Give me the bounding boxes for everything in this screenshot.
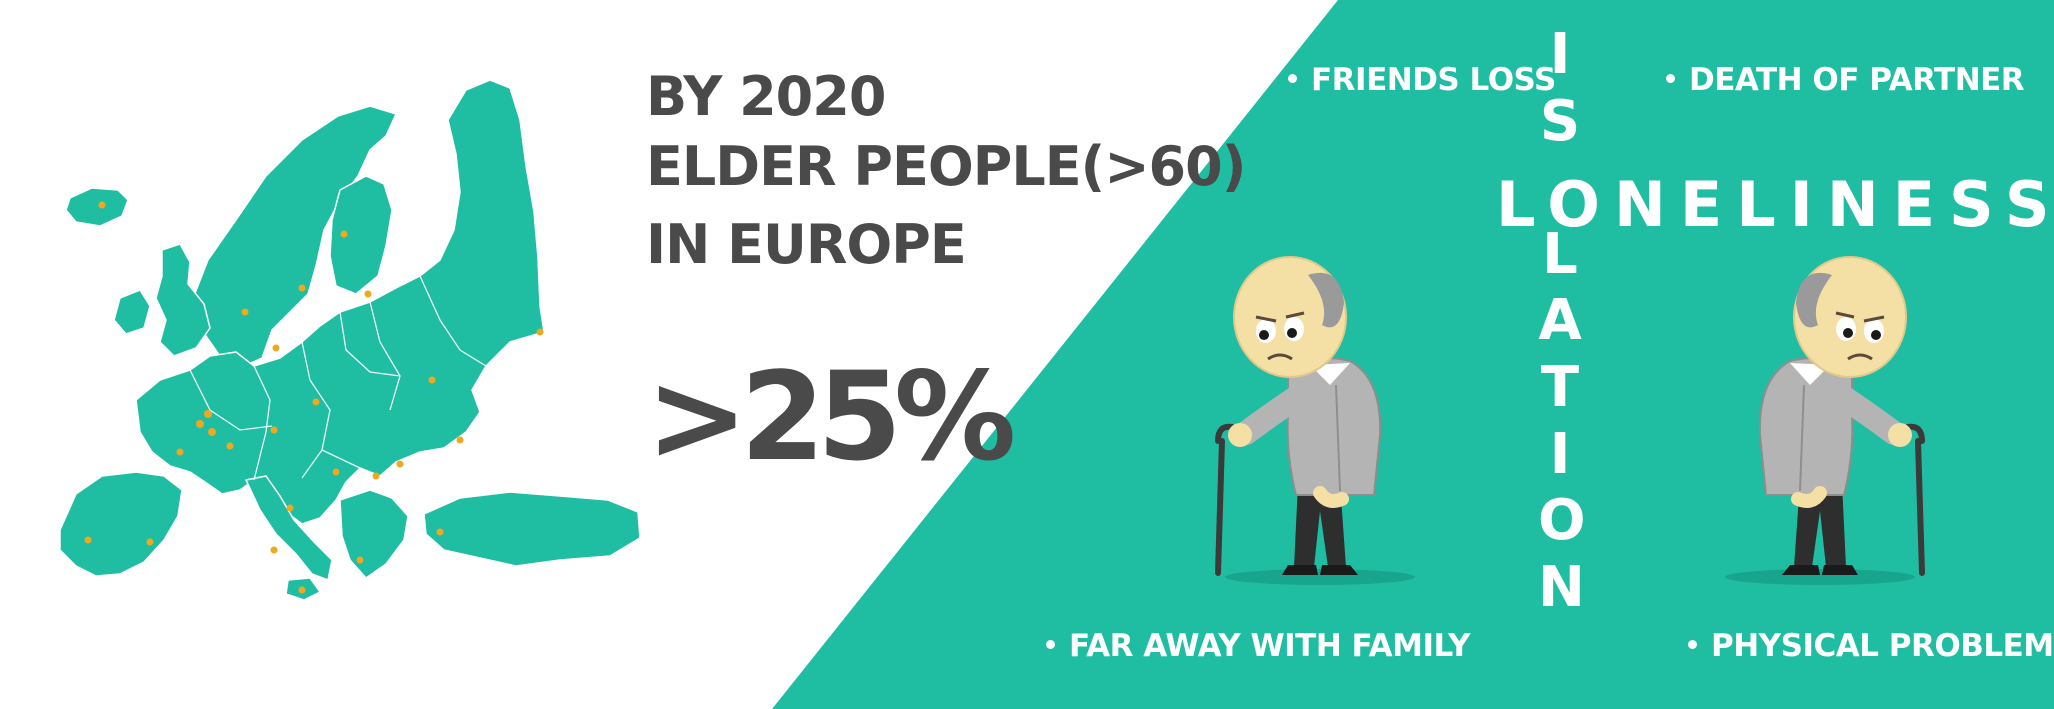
cause-label: DEATH OF PARTNER bbox=[1689, 62, 2025, 98]
cane-icon bbox=[1215, 438, 1225, 576]
ireland-shape bbox=[113, 289, 151, 335]
headline-region: IN EUROPE bbox=[646, 213, 967, 276]
cause-far-away-with-family: FAR AWAY WITH FAMILY bbox=[1046, 628, 1470, 664]
isolation-letter: L bbox=[1542, 221, 1578, 287]
bullet-icon bbox=[1688, 640, 1697, 649]
sad-elderly-man-right bbox=[1725, 256, 1925, 585]
isolation-letter: N bbox=[1538, 554, 1585, 620]
shadow-icon bbox=[1225, 569, 1415, 585]
isolation-letter: S bbox=[1539, 88, 1581, 154]
isolation-letter: A bbox=[1538, 288, 1582, 354]
balkans-shape bbox=[339, 489, 409, 579]
headline-year: BY 2020 bbox=[646, 65, 886, 128]
cause-friends-loss: FRIENDS LOSS bbox=[1288, 62, 1556, 98]
bullet-icon bbox=[1046, 640, 1055, 649]
headline-subject: ELDER PEOPLE(>60) bbox=[646, 135, 1246, 198]
cause-label: PHYSICAL PROBLEM bbox=[1711, 628, 2054, 664]
cause-death-of-partner: DEATH OF PARTNER bbox=[1666, 62, 2025, 98]
cause-label: FAR AWAY WITH FAMILY bbox=[1069, 628, 1470, 664]
isolation-letter: I bbox=[1549, 421, 1571, 487]
bullet-icon bbox=[1288, 74, 1297, 83]
isolation-letter: O bbox=[1538, 488, 1586, 554]
turkey-shape bbox=[423, 491, 641, 567]
italy-shape bbox=[245, 475, 333, 581]
isolation-letter: T bbox=[1540, 354, 1580, 420]
iceland-shape bbox=[65, 187, 129, 227]
word-loneliness: LONELINESS bbox=[1496, 168, 2054, 241]
sad-elderly-man-left bbox=[1215, 256, 1415, 585]
cause-label: FRIENDS LOSS bbox=[1311, 62, 1556, 98]
cause-physical-problem: PHYSICAL PROBLEM bbox=[1688, 628, 2054, 664]
isolation-letter: I bbox=[1549, 22, 1571, 87]
iberia-shape bbox=[59, 471, 183, 577]
shadow-icon bbox=[1725, 569, 1915, 585]
europe-map bbox=[59, 80, 641, 601]
britain-shape bbox=[155, 243, 211, 357]
city-dots bbox=[84, 201, 544, 594]
cane-icon bbox=[1915, 438, 1925, 576]
statistic-value: >25% bbox=[646, 346, 1016, 488]
word-isolation: I S O L A T I O N bbox=[1538, 22, 1586, 621]
bullet-icon bbox=[1666, 74, 1675, 83]
finland-shape bbox=[329, 175, 393, 295]
